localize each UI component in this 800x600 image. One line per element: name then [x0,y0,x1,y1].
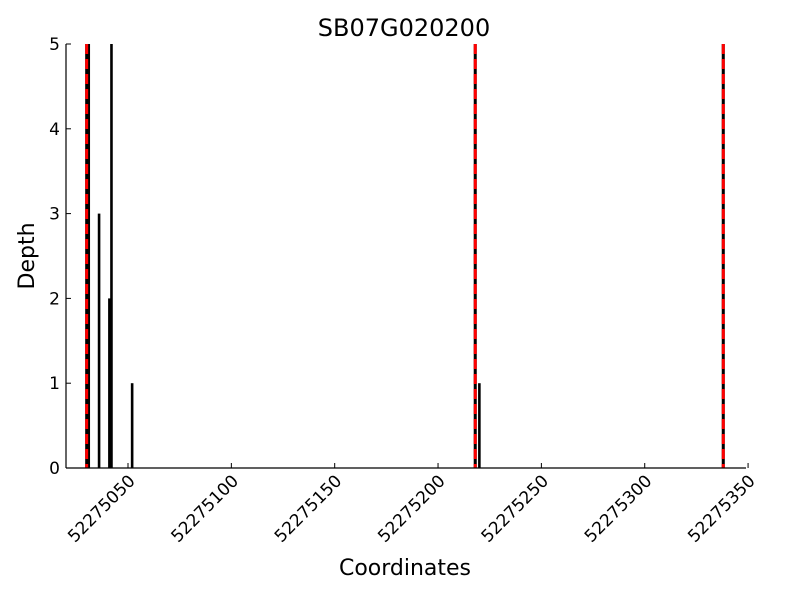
y-tick-label: 0 [49,459,60,479]
depth-bar [87,44,91,468]
marker-lines-layer [85,44,725,468]
x-tick-label: 52275050 [64,471,139,546]
y-tick-label: 5 [49,35,60,55]
x-tick-label: 52275300 [581,471,656,546]
x-tick-label: 52275150 [271,471,346,546]
chart-title: SB07G020200 [318,14,490,42]
x-tick-label: 52275200 [374,471,449,546]
depth-bar [478,383,481,468]
depth-bar [97,213,101,468]
y-axis-label: Depth [15,222,40,289]
x-tick-label: 52275250 [478,471,553,546]
axes-layer: 0 1 2 3 4 5 52275050 52275100 52275150 52275200 52… [49,35,759,547]
y-tick-label: 1 [49,374,60,394]
depth-bar [130,383,134,468]
x-tick-label: 52275100 [168,471,243,546]
bars-layer [87,44,725,469]
depth-bar [108,298,111,468]
depth-bar [110,44,113,468]
y-tick-label: 2 [49,289,60,309]
x-axis-label: Coordinates [339,556,471,581]
y-tick-label: 3 [49,205,60,225]
y-tick-label: 4 [49,120,60,140]
x-tick-label: 52275350 [684,471,759,546]
